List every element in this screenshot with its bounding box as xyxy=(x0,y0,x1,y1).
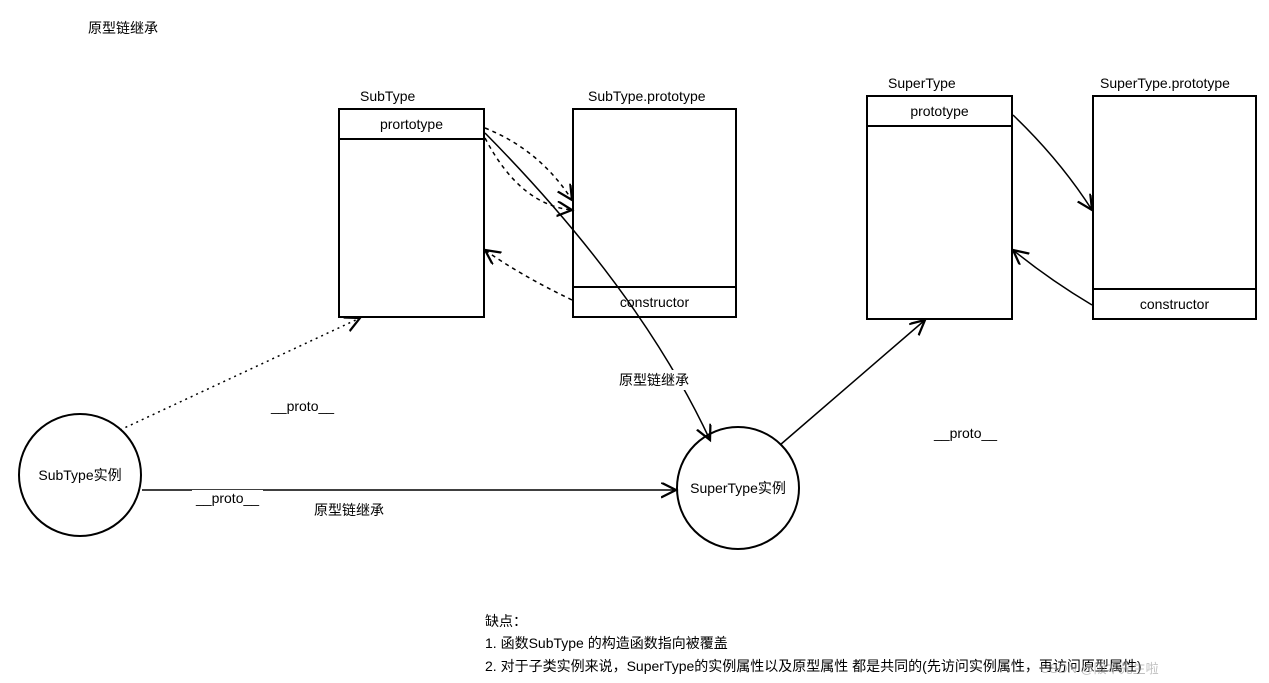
supertype-instance-label: SuperType实例 xyxy=(690,478,786,498)
notes-header: 缺点： xyxy=(485,610,1142,632)
supertype-box: prototype xyxy=(866,95,1013,320)
edge-label-proto-2: __proto__ xyxy=(192,490,263,506)
diagram-title: 原型链继承 xyxy=(88,18,158,38)
subtype-instance: SubType实例 xyxy=(18,413,142,537)
subtype-prototype-slot: prortotype xyxy=(340,110,483,140)
edge-subtype-prototype-to-proto-up xyxy=(485,128,572,200)
edge-subtype-prototype-to-proto-down xyxy=(485,138,572,210)
edge-label-proto-1: __proto__ xyxy=(267,398,338,414)
supertype-label: SuperType xyxy=(888,75,956,91)
notes-line-1: 1. 函数SubType 的构造函数指向被覆盖 xyxy=(485,632,1142,654)
edge-subtype-proto-constructor-to-subtype xyxy=(485,250,572,300)
supertype-prototype-box: constructor xyxy=(1092,95,1257,320)
edge-label-inherit-1: 原型链继承 xyxy=(615,370,693,390)
supertype-instance: SuperType实例 xyxy=(676,426,800,550)
supertype-prototype-slot: prototype xyxy=(868,97,1011,127)
edge-label-inherit-2: 原型链继承 xyxy=(310,500,388,520)
subtype-label: SubType xyxy=(360,88,415,104)
supertype-prototype-label: SuperType.prototype xyxy=(1100,75,1230,91)
edge-label-proto-3: __proto__ xyxy=(930,425,1001,441)
subtype-prototype-box: constructor xyxy=(572,108,737,318)
edge-supertype-prototype-to-proto xyxy=(1013,115,1092,210)
edge-supertype-instance-to-supertype xyxy=(780,320,925,445)
edge-supertype-proto-constructor-to-supertype xyxy=(1013,250,1092,305)
subtype-instance-label: SubType实例 xyxy=(38,465,121,485)
watermark: CSDN @阪本先生啦 xyxy=(1040,658,1159,677)
subtype-box: prortotype xyxy=(338,108,485,318)
subtype-prototype-constructor-slot: constructor xyxy=(574,286,735,316)
subtype-prototype-label: SubType.prototype xyxy=(588,88,706,104)
supertype-prototype-constructor-slot: constructor xyxy=(1094,288,1255,318)
